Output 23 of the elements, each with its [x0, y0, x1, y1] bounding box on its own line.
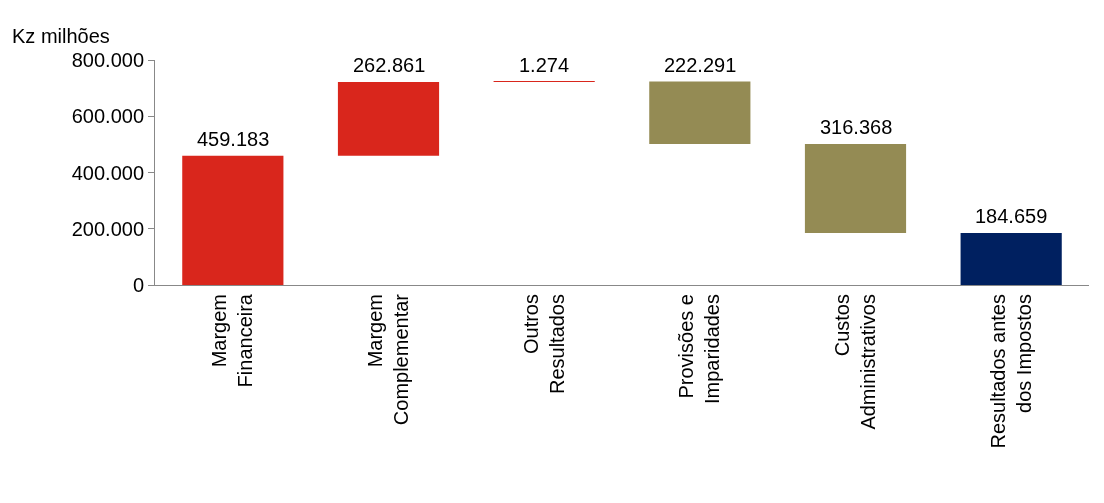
data-label: 1.274 [519, 54, 570, 76]
y-tick-label: 0 [132, 274, 144, 296]
x-tick-label: Provisões e Imparidades [675, 294, 724, 405]
y-tick-label: 200.000 [71, 217, 144, 240]
x-tick-label: Custos Administrativos [831, 294, 879, 430]
data-label: 222.291 [664, 54, 737, 76]
data-label: 262.861 [353, 54, 426, 76]
y-tick-label: 600.000 [71, 105, 144, 128]
x-tick-label: Outros Resultados [519, 294, 568, 395]
data-label: 459.183 [197, 128, 270, 150]
y-axis-title: Kz milhões [12, 25, 110, 47]
data-label: 184.659 [975, 205, 1048, 227]
x-tick-label: Resultados antes dos Impostos [986, 294, 1035, 449]
bar [182, 155, 284, 285]
x-tick-label: Margem Financeira [208, 293, 257, 388]
bar [960, 233, 1062, 285]
data-label: 316.368 [820, 116, 893, 138]
bar [649, 81, 751, 145]
y-tick-label: 400.000 [71, 161, 144, 184]
bar [337, 81, 440, 156]
bar [804, 144, 907, 234]
y-tick-label: 800.000 [71, 49, 144, 71]
x-tick-label: Margem Complementar [364, 293, 412, 426]
